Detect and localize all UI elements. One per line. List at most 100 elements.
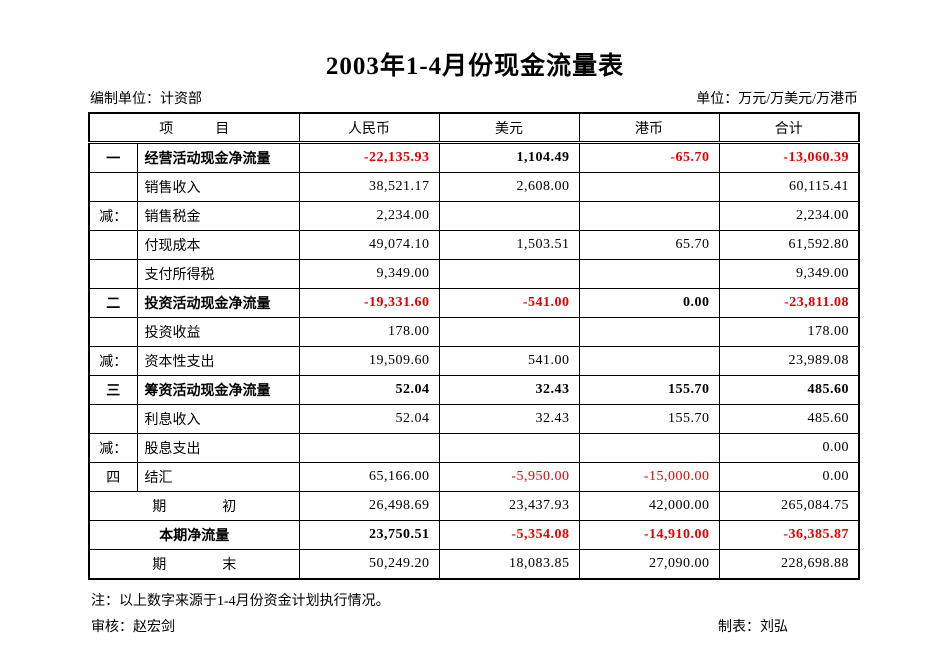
value-cell: 32.43 (438, 375, 580, 405)
header-usd: 美元 (438, 112, 580, 144)
value-cell: 485.60 (718, 404, 860, 434)
value-cell: 265,084.75 (718, 491, 860, 521)
prepared-by-label: 编制单位：计资部 (90, 92, 202, 107)
value-cell: 0.00 (718, 462, 860, 492)
value-cell: 23,437.93 (438, 491, 580, 521)
value-cell: 50,249.20 (298, 549, 440, 580)
table-row: 期 末 50,249.20 18,083.85 27,090.00 228,698.88 (88, 549, 860, 580)
row-label: 股息支出 (136, 433, 300, 463)
value-cell: 23,750.51 (298, 520, 440, 550)
value-cell: 0.00 (578, 288, 720, 318)
value-cell: 2,234.00 (298, 201, 440, 231)
row-label: 经营活动现金净流量 (136, 142, 300, 173)
value-cell: 2,234.00 (718, 201, 860, 231)
value-cell (578, 433, 720, 463)
value-cell (578, 346, 720, 376)
value-cell: 9,349.00 (718, 259, 860, 289)
value-cell: 9,349.00 (298, 259, 440, 289)
value-cell: 65,166.00 (298, 462, 440, 492)
value-cell: 178.00 (718, 317, 860, 347)
unit-label: 单位：万元/万美元/万港币 (696, 92, 858, 107)
value-cell (298, 433, 440, 463)
value-cell: 541.00 (438, 346, 580, 376)
value-cell: -22,135.93 (298, 142, 440, 173)
reviewer-label: 审核：赵宏剑 (91, 620, 175, 635)
meta-row: 编制单位：计资部 单位：万元/万美元/万港币 (90, 88, 858, 108)
row-marker: 一 (88, 142, 138, 173)
row-label: 投资活动现金净流量 (136, 288, 300, 318)
row-marker (88, 404, 138, 434)
header-rmb: 人民币 (298, 112, 440, 144)
header-row: 项 目 人民币 美元 港币 合计 (88, 112, 860, 144)
row-marker (88, 172, 138, 202)
row-label: 付现成本 (136, 230, 300, 260)
value-cell: 26,498.69 (298, 491, 440, 521)
value-cell (438, 259, 580, 289)
value-cell: 0.00 (718, 433, 860, 463)
value-cell (438, 201, 580, 231)
value-cell: -23,811.08 (718, 288, 860, 318)
table-row: 四结汇 65,166.00 -5,950.00 -15,000.00 0.00 (88, 462, 860, 492)
row-label: 利息收入 (136, 404, 300, 434)
value-cell: -5,354.08 (438, 520, 580, 550)
row-label: 资本性支出 (136, 346, 300, 376)
value-cell: 60,115.41 (718, 172, 860, 202)
value-cell (438, 317, 580, 347)
value-cell: 49,074.10 (298, 230, 440, 260)
row-label: 结汇 (136, 462, 300, 492)
header-total: 合计 (718, 112, 860, 144)
value-cell (438, 433, 580, 463)
table-row: 二投资活动现金净流量 -19,331.60 -541.00 0.00 -23,811.0… (88, 288, 860, 318)
value-cell: 228,698.88 (718, 549, 860, 580)
value-cell: 61,592.80 (718, 230, 860, 260)
row-marker: 三 (88, 375, 138, 405)
page-title: 2003年1-4月份现金流量表 (325, 53, 625, 80)
cash-flow-table: 项 目 人民币 美元 港币 合计 一经营活动现金净流量 -22,135.93 1,1… (88, 112, 860, 580)
header-hkd: 港币 (578, 112, 720, 144)
value-cell: 52.04 (298, 404, 440, 434)
row-marker (88, 230, 138, 260)
value-cell: -541.00 (438, 288, 580, 318)
value-cell (578, 317, 720, 347)
value-cell: 155.70 (578, 404, 720, 434)
value-cell: -5,950.00 (438, 462, 580, 492)
value-cell: 52.04 (298, 375, 440, 405)
table-row: 销售收入 38,521.17 2,608.00 60,115.41 (88, 172, 860, 202)
value-cell: 32.43 (438, 404, 580, 434)
table-row: 期 初 26,498.69 23,437.93 42,000.00 265,084.75 (88, 491, 860, 521)
table-row: 减： 资本性支出 19,509.60 541.00 23,989.08 (88, 346, 860, 376)
value-cell: 1,503.51 (438, 230, 580, 260)
value-cell: 178.00 (298, 317, 440, 347)
row-label: 销售收入 (136, 172, 300, 202)
value-cell: 18,083.85 (438, 549, 580, 580)
row-label: 筹资活动现金净流量 (136, 375, 300, 405)
value-cell: 1,104.49 (438, 142, 580, 173)
row-label: 期 初 (88, 491, 300, 521)
row-marker (88, 259, 138, 289)
preparer-label: 制表：刘弘 (718, 620, 788, 635)
value-cell: 38,521.17 (298, 172, 440, 202)
value-cell: -19,331.60 (298, 288, 440, 318)
table-row: 本期净流量 23,750.51 -5,354.08 -14,910.00 -36,385… (88, 520, 860, 550)
value-cell (578, 172, 720, 202)
row-marker: 减： (88, 346, 138, 376)
value-cell: 23,989.08 (718, 346, 860, 376)
row-label: 本期净流量 (88, 520, 300, 550)
value-cell: 2,608.00 (438, 172, 580, 202)
value-cell: 27,090.00 (578, 549, 720, 580)
value-cell: -36,385.87 (718, 520, 860, 550)
value-cell: 65.70 (578, 230, 720, 260)
value-cell (578, 201, 720, 231)
footnote: 注：以上数字来源于1-4月份资金计划执行情况。 (91, 594, 390, 609)
row-marker: 四 (88, 462, 138, 492)
row-label: 支付所得税 (136, 259, 300, 289)
value-cell: -14,910.00 (578, 520, 720, 550)
row-label: 投资收益 (136, 317, 300, 347)
table-row: 付现成本 49,074.10 1,503.51 65.70 61,592.80 (88, 230, 860, 260)
table-row: 支付所得税 9,349.00 9,349.00 (88, 259, 860, 289)
signature-row: 审核：赵宏剑 制表：刘弘 (91, 616, 858, 636)
table-row: 一经营活动现金净流量 -22,135.93 1,104.49 -65.70 -13,06… (88, 142, 860, 173)
table-row: 减： 销售税金 2,234.00 2,234.00 (88, 201, 860, 231)
value-cell: -13,060.39 (718, 142, 860, 173)
row-marker: 二 (88, 288, 138, 318)
